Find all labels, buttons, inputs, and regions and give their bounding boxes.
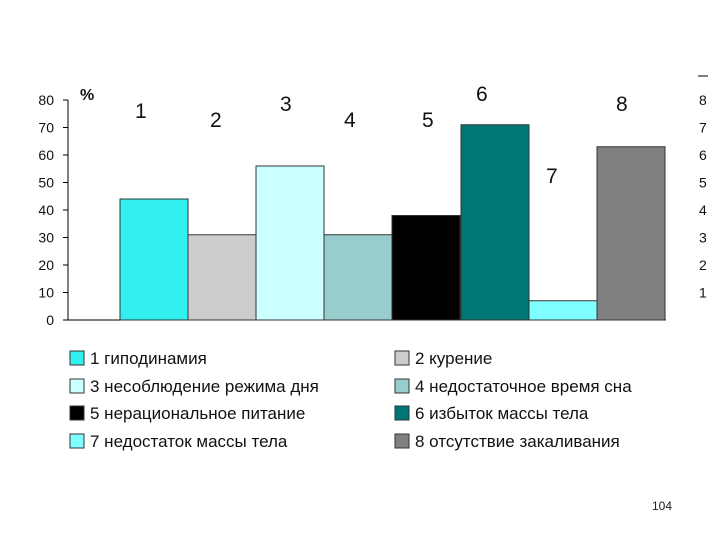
y-tick-label: 0 [46, 312, 54, 328]
right-axis-tick-label: 5 [699, 175, 707, 191]
bar-number-label: 5 [422, 109, 434, 132]
bar-7 [528, 300, 598, 321]
legend: 1 гиподинамия 2 курение 3 несоблюдение реж… [69, 349, 632, 451]
y-tick-label: 70 [38, 120, 54, 136]
bar-2 [187, 234, 257, 321]
right-axis-tick-label: 3 [699, 230, 707, 246]
legend-swatch [394, 378, 410, 394]
legend-swatch [69, 405, 85, 421]
legend-swatch [394, 405, 410, 421]
page-number: 104 [652, 499, 672, 513]
legend-label: 6 избыток массы тела [415, 404, 589, 423]
legend-label: 7 недостаток массы тела [90, 432, 288, 451]
bar-numbers: 1 2 3 4 5 6 7 8 [135, 83, 628, 188]
y-tick-label: 30 [38, 230, 54, 246]
legend-label: 3 несоблюдение режима дня [90, 377, 319, 396]
right-axis-tick-label: 4 [699, 202, 707, 218]
right-axis-tick-label: 1 [699, 285, 707, 301]
y-tick-label: 50 [38, 175, 54, 191]
legend-label: 4 недостаточное время сна [415, 377, 632, 396]
right-axis-tick-label: 2 [699, 257, 707, 273]
y-axis: 0 10 20 30 40 50 60 70 80 [38, 92, 666, 328]
bar-8 [596, 146, 666, 321]
y-tick-label: 40 [38, 202, 54, 218]
bar-number-label: 1 [135, 100, 147, 123]
legend-label: 1 гиподинамия [90, 349, 207, 368]
legend-swatch [394, 433, 410, 449]
legend-swatch [69, 378, 85, 394]
right-axis-fragment: 8 7 6 5 4 3 2 1 [698, 75, 708, 301]
y-tick-label: 10 [38, 285, 54, 301]
legend-swatch [394, 350, 410, 366]
y-tick-label: 20 [38, 257, 54, 273]
bar-number-label: 4 [344, 109, 356, 132]
right-axis-tick-label: 8 [699, 92, 707, 108]
right-axis-tick-label: 7 [699, 120, 707, 136]
y-tick-label: 80 [38, 92, 54, 108]
legend-swatch [69, 433, 85, 449]
y-tick-label: 60 [38, 147, 54, 163]
bar-number-label: 8 [616, 93, 628, 116]
bar-1 [119, 198, 189, 321]
bar-number-label: 7 [546, 165, 558, 188]
unit-label: % [80, 87, 94, 104]
bar-6 [460, 124, 530, 321]
bar-number-label: 6 [476, 83, 488, 106]
bar-number-label: 2 [210, 109, 222, 132]
bar-5 [391, 215, 461, 321]
legend-label: 5 нерациональное питание [90, 404, 305, 423]
right-axis-tick-label: 6 [699, 147, 707, 163]
bar-number-label: 3 [280, 93, 292, 116]
bars [119, 124, 666, 321]
legend-label: 8 отсутствие закаливания [415, 432, 620, 451]
bar-4 [323, 234, 393, 321]
bar-3 [255, 165, 325, 321]
legend-label: 2 курение [415, 349, 492, 368]
legend-swatch [69, 350, 85, 366]
